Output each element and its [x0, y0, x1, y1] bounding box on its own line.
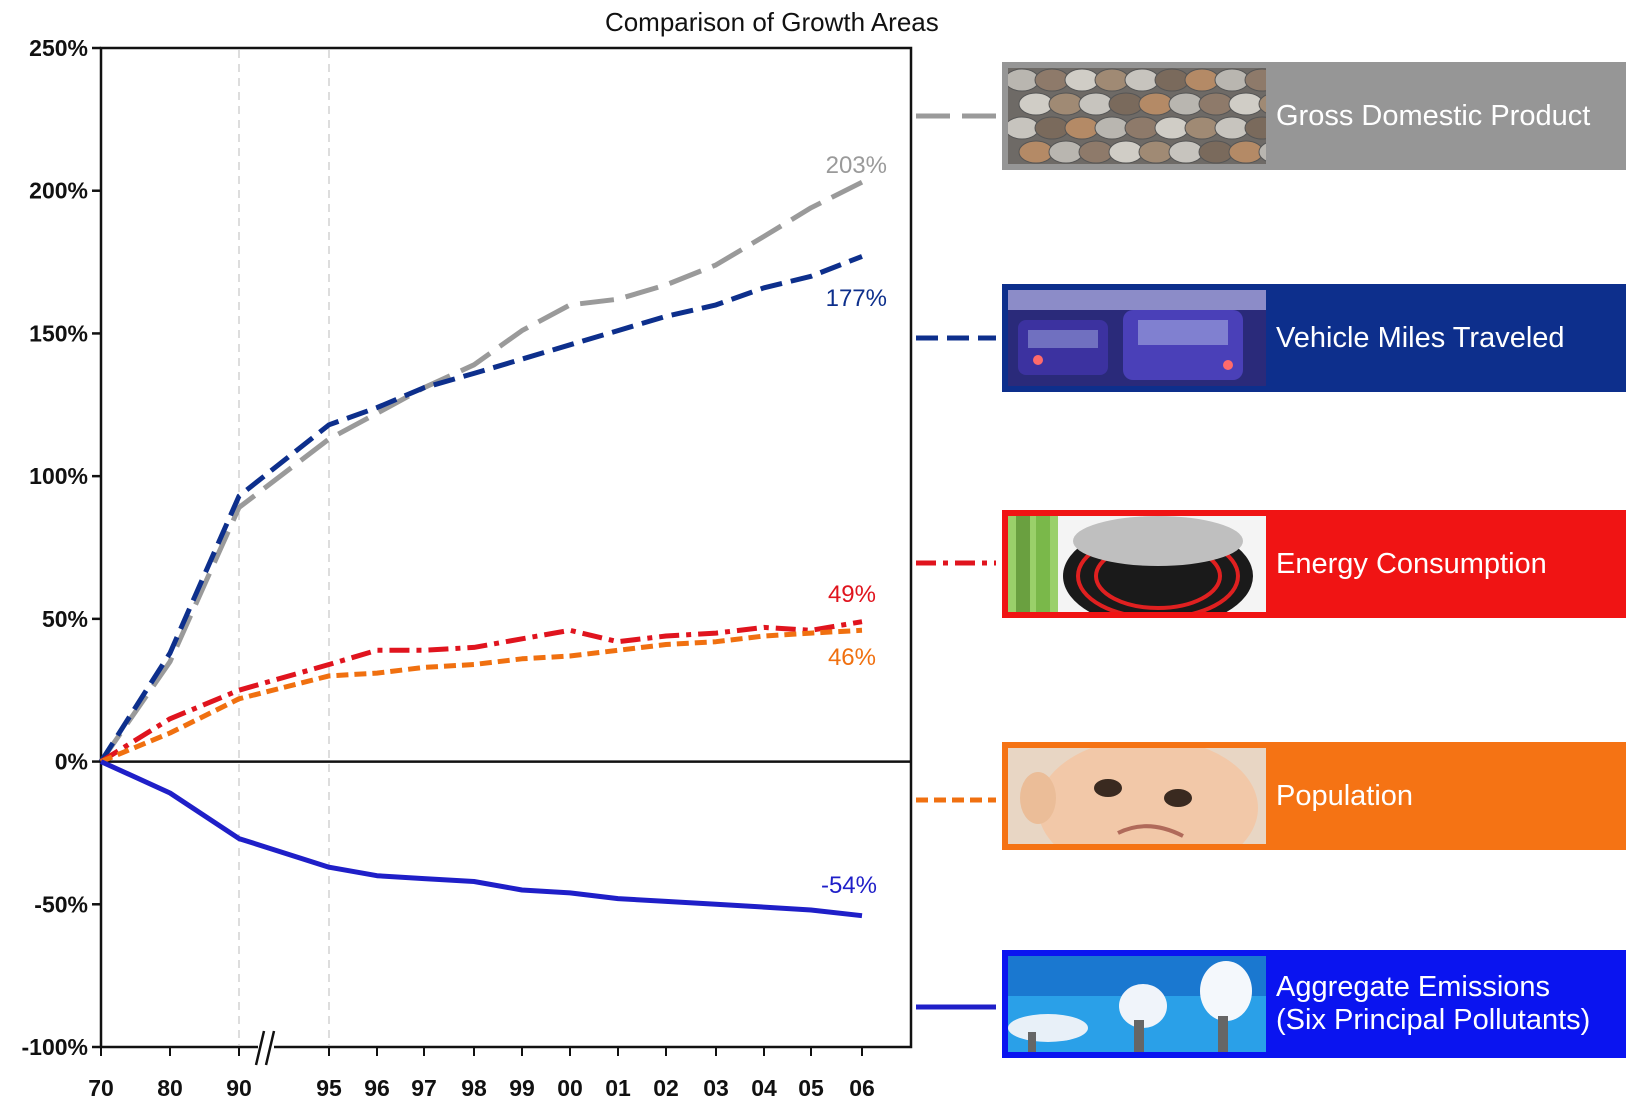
- legend-label: Aggregate Emissions (Six Principal Pollut…: [1266, 971, 1590, 1037]
- y-tick-label: 250%: [29, 35, 88, 61]
- legend-label: Energy Consumption: [1276, 547, 1547, 580]
- legend-label-line: Aggregate Emissions: [1276, 971, 1551, 1003]
- series-line-0: [98, 179, 864, 764]
- y-tick-label: 150%: [29, 320, 88, 346]
- x-tick-label: 04: [751, 1075, 777, 1101]
- x-tick-label: 70: [88, 1075, 114, 1101]
- growth-emissions-chart: Comparison of Growth Areas and Emissions…: [22, 7, 940, 1101]
- legend-label: Vehicle Miles Traveled: [1276, 321, 1565, 354]
- plot-frame: [99, 46, 913, 1049]
- x-tick-label: 80: [157, 1075, 183, 1101]
- legend-item: Gross Domestic Product: [1002, 62, 1626, 170]
- axis-break-mark: [264, 1030, 276, 1066]
- legend-label: Population: [1276, 779, 1414, 812]
- y-tick-label: -50%: [34, 891, 88, 917]
- baby-photo: [1008, 748, 1266, 844]
- x-tick-label: 03: [703, 1075, 729, 1101]
- x-tick-label: 01: [605, 1075, 631, 1101]
- series-line-2: [99, 619, 863, 764]
- smokestacks-photo: [1008, 956, 1266, 1052]
- series-line-3: [100, 627, 863, 764]
- x-tick-label: 90: [226, 1075, 252, 1101]
- end-label-3: 46%: [828, 644, 876, 671]
- coins-photo: [1008, 68, 1266, 164]
- y-tick-label: 200%: [29, 178, 88, 204]
- x-tick-label: 00: [557, 1075, 583, 1101]
- legend-item: Aggregate Emissions (Six Principal Pollut…: [1002, 950, 1626, 1058]
- legend-item: Vehicle Miles Traveled: [1002, 284, 1626, 392]
- legend-label: Gross Domestic Product: [1276, 99, 1591, 132]
- x-tick-label: 06: [849, 1075, 875, 1101]
- legend-label-line: (Six Principal Pollutants): [1276, 1004, 1591, 1036]
- axis-break-mark: [254, 1030, 266, 1066]
- x-tick-label: 99: [509, 1075, 535, 1101]
- y-tick-label: 50%: [42, 606, 88, 632]
- y-tick-label: -100%: [22, 1034, 88, 1060]
- traffic-photo: [1008, 290, 1266, 386]
- legend-item: Energy Consumption: [1002, 510, 1626, 618]
- x-tick-label: 95: [316, 1075, 342, 1101]
- legend-item: Population: [1002, 742, 1626, 850]
- legend-samples: [916, 113, 996, 1010]
- x-tick-label: 97: [411, 1075, 437, 1101]
- x-tick-label: 96: [364, 1075, 390, 1101]
- stove-photo: [1008, 516, 1266, 612]
- chart-title: Comparison of Growth Areas and Emissions: [605, 7, 940, 37]
- x-tick-label: 02: [653, 1075, 679, 1101]
- end-label-0: 203%: [826, 152, 887, 179]
- series-line-1: [98, 254, 863, 763]
- y-tick-label: 100%: [29, 463, 88, 489]
- y-tick-label: 0%: [55, 749, 88, 775]
- end-label-1: 177%: [826, 285, 887, 312]
- end-label-4: -54%: [821, 872, 877, 899]
- x-tick-label: 98: [461, 1075, 487, 1101]
- series-line-4: [99, 759, 863, 919]
- x-tick-label: 05: [798, 1075, 824, 1101]
- end-label-2: 49%: [828, 581, 876, 608]
